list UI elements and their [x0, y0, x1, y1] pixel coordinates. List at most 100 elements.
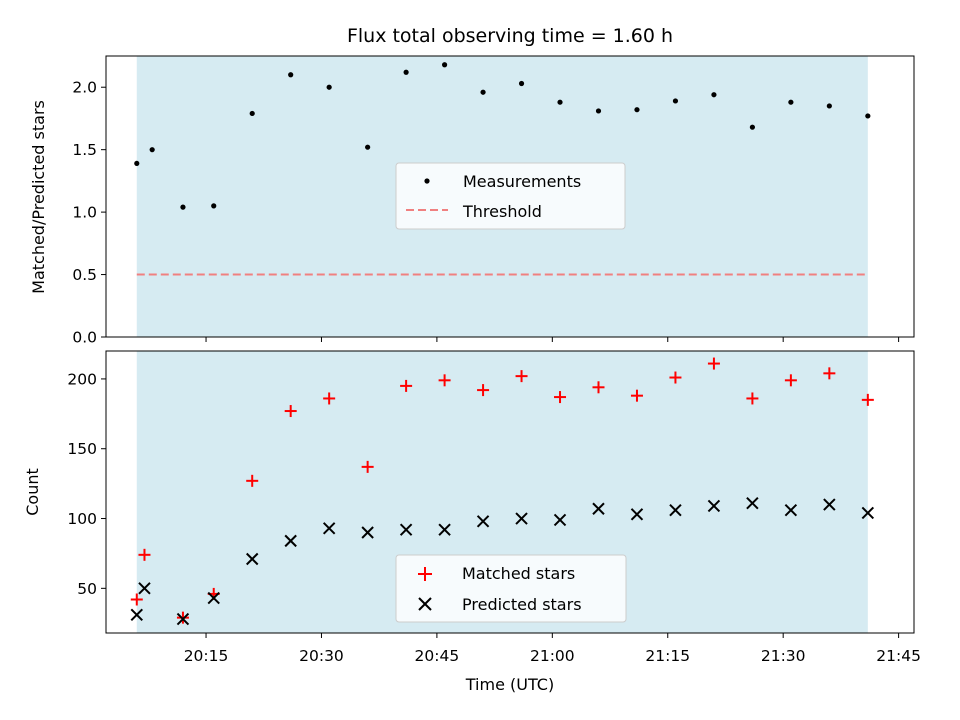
- matched-star-point: [130, 593, 143, 606]
- predicted-star-point: [138, 582, 151, 595]
- predicted-star-point: [669, 503, 682, 517]
- predicted-star-point: [553, 513, 567, 527]
- matched-star-point: [746, 392, 759, 405]
- bottom-legend[interactable]: Matched stars Predicted stars: [395, 554, 627, 623]
- bottom-axes-frame: [105, 350, 915, 634]
- matched-star-point: [630, 389, 643, 402]
- legend-matched-marker: [418, 567, 432, 581]
- measurement-point: [557, 99, 563, 105]
- measurement-point: [518, 80, 525, 87]
- x-tick-label: 21:30: [761, 647, 806, 665]
- predicted-star-point: [515, 512, 528, 525]
- matched-star-point: [138, 548, 151, 561]
- legend-matched-label: Matched stars: [462, 564, 575, 583]
- predicted-star-point: [438, 523, 451, 536]
- matched-star-point: [438, 374, 451, 387]
- matched-star-point: [323, 392, 336, 405]
- predicted-star-point: [322, 522, 336, 535]
- predicted-star-point: [399, 523, 413, 536]
- predicted-star-point: [246, 552, 259, 566]
- x-tick-label: 21:45: [876, 647, 921, 665]
- y-tick-label: 1.0: [72, 204, 97, 222]
- predicted-star-point: [861, 506, 875, 520]
- predicted-star-point: [784, 503, 798, 517]
- measurement-point: [826, 103, 832, 109]
- x-tick-label: 20:15: [184, 647, 229, 665]
- y-tick-label: 0.0: [72, 329, 97, 347]
- matched-star-point: [477, 384, 490, 397]
- measurement-point: [634, 107, 640, 113]
- matched-star-point: [784, 374, 797, 387]
- measurement-point: [441, 62, 448, 68]
- legend-threshold-label: Threshold: [462, 202, 542, 221]
- matched-star-point: [823, 367, 836, 380]
- matched-star-point: [400, 379, 413, 392]
- matched-star-point: [554, 391, 567, 404]
- top-y-axis: 0.0 0.5 1.0 1.5 2.0: [72, 79, 106, 347]
- predicted-star-point: [476, 515, 490, 528]
- predicted-star-point: [130, 608, 143, 622]
- predicted-star-point: [707, 499, 721, 513]
- measurement-point: [180, 204, 186, 210]
- top-panel: 0.00.51.01.52.0 Matched/Predicted stars …: [29, 55, 915, 347]
- measurement-point: [595, 108, 602, 114]
- matched-star-point: [284, 405, 297, 418]
- measurements-layer: [134, 62, 871, 210]
- predicted-star-point: [630, 508, 644, 521]
- predicted-star-point: [284, 534, 297, 548]
- measurement-point: [249, 110, 255, 117]
- bottom-x-axis: 20:15 20:30 20:45 21:00 21:15 21:30 21:45: [184, 633, 921, 665]
- predicted-star-point: [746, 496, 759, 510]
- matched-star-point: [246, 474, 259, 487]
- legend-measurements-label: Measurements: [463, 172, 581, 191]
- top-x-axis: [205, 337, 900, 342]
- bottom-legend-box: [395, 554, 627, 623]
- x-tick-label: 20:30: [299, 647, 344, 665]
- measurement-point: [672, 98, 679, 104]
- x-tick-label: 21:00: [530, 647, 575, 665]
- measurement-point: [149, 147, 155, 153]
- x-tick-label: 21:15: [645, 647, 690, 665]
- y-tick-label: 100: [67, 510, 97, 528]
- measurement-point: [326, 84, 332, 90]
- measurement-point: [288, 72, 294, 78]
- measurement-point: [749, 124, 756, 130]
- measurement-point: [211, 203, 217, 209]
- top-axes-frame: [105, 55, 915, 338]
- x-axis-label: Time (UTC): [465, 675, 554, 694]
- matched-star-point: [361, 460, 374, 473]
- star-counts-layer: [130, 357, 875, 626]
- legend-predicted-marker: [418, 597, 432, 611]
- legend-measurements-marker: [424, 178, 430, 184]
- measurement-point: [134, 160, 140, 167]
- predicted-star-point: [176, 612, 190, 626]
- predicted-star-point: [207, 591, 220, 605]
- y-tick-label: 200: [67, 370, 97, 388]
- top-legend[interactable]: Measurements Threshold: [395, 162, 626, 230]
- measurement-point: [711, 92, 717, 98]
- measurement-point: [788, 99, 794, 105]
- legend-predicted-label: Predicted stars: [462, 595, 582, 614]
- bottom-y-axis: 50 100 150 200: [67, 370, 106, 598]
- measurement-point: [403, 69, 409, 75]
- y-tick-label: 0.5: [72, 266, 97, 284]
- matched-star-point: [592, 381, 605, 394]
- x-tick-label: 20:45: [415, 647, 460, 665]
- predicted-star-point: [823, 498, 836, 511]
- y-tick-label: 2.0: [72, 79, 97, 97]
- predicted-star-point: [592, 502, 605, 515]
- matched-star-point: [861, 393, 874, 406]
- y-tick-label: 50: [77, 580, 97, 598]
- measurement-point: [480, 89, 486, 95]
- bottom-panel: 50 100 150 200 20:15 20:30 20:45 21:00 21:15 21:…: [23, 350, 921, 694]
- y-tick-label: 150: [67, 440, 97, 458]
- matched-star-point: [707, 357, 720, 370]
- bottom-y-axis-label: Count: [23, 468, 42, 516]
- matched-star-point: [669, 371, 682, 384]
- top-legend-box: [395, 162, 626, 230]
- chart-title: Flux total observing time = 1.60 h: [347, 25, 673, 47]
- measurement-point: [865, 113, 871, 119]
- measurement-point: [365, 144, 371, 150]
- y-tick-label: 1.5: [72, 141, 97, 159]
